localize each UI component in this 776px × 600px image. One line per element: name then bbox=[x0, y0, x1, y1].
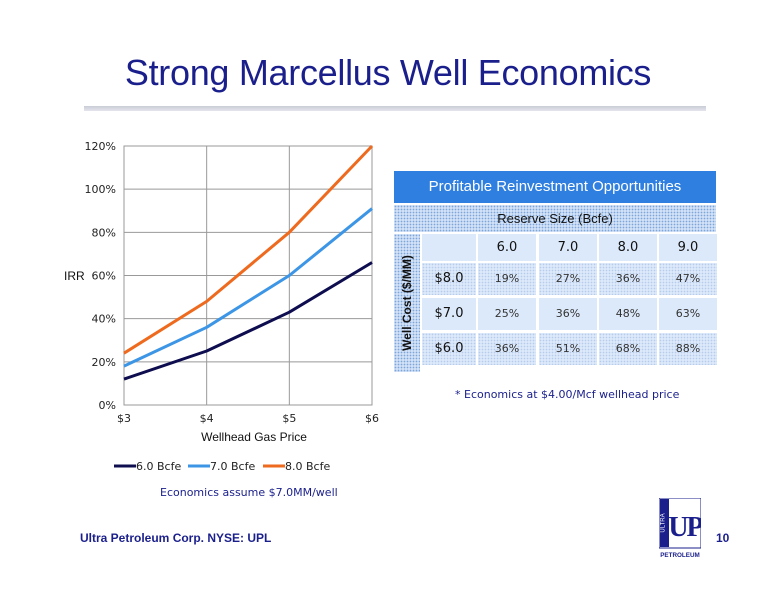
x-tick-label: $4 bbox=[200, 412, 214, 425]
table-cell: 25% bbox=[478, 298, 536, 330]
table-header: Profitable Reinvestment Opportunities bbox=[394, 171, 716, 203]
page-number: 10 bbox=[716, 531, 730, 545]
legend-label-3: 8.0 Bcfe bbox=[285, 460, 330, 473]
well-cost-label: Well Cost ($/MM) bbox=[400, 255, 414, 351]
table-cell: 88% bbox=[659, 333, 717, 365]
y-tick-label: 20% bbox=[92, 356, 116, 369]
reinvestment-table: Profitable Reinvestment Opportunities Re… bbox=[394, 171, 717, 372]
column-header-4: 9.0 bbox=[659, 234, 717, 261]
x-tick-label: $3 bbox=[117, 412, 131, 425]
logo-mark-text: UP bbox=[668, 512, 701, 543]
series-line-3 bbox=[123, 144, 374, 355]
row-header-3: $6.0 bbox=[422, 333, 476, 365]
row-header-1: $8.0 bbox=[422, 263, 476, 295]
x-tick-label: $5 bbox=[282, 412, 296, 425]
y-tick-label: 0% bbox=[99, 399, 116, 412]
y-tick-label: 100% bbox=[85, 183, 116, 196]
table-cell: 36% bbox=[478, 333, 536, 365]
table-cell: 51% bbox=[539, 333, 597, 365]
column-header-blank bbox=[422, 234, 476, 261]
table-cell: 68% bbox=[599, 333, 657, 365]
table-cell: 36% bbox=[539, 298, 597, 330]
slide-title: Strong Marcellus Well Economics bbox=[124, 52, 652, 93]
reserve-size-header: Reserve Size (Bcfe) bbox=[394, 205, 716, 232]
well-cost-side-header: Well Cost ($/MM) bbox=[394, 234, 420, 372]
x-axis-title: Wellhead Gas Price bbox=[201, 430, 307, 444]
table-cell: 63% bbox=[659, 298, 717, 330]
legend-label-2: 7.0 Bcfe bbox=[210, 460, 255, 473]
series-line-2 bbox=[123, 207, 373, 368]
logo-top-text: ULTRA bbox=[661, 513, 667, 532]
y-tick-label: 80% bbox=[92, 226, 116, 239]
y-tick-label: 40% bbox=[92, 313, 116, 326]
y-tick-label: 120% bbox=[85, 140, 116, 153]
row-header-2: $7.0 bbox=[422, 298, 476, 330]
y-tick-label: 60% bbox=[92, 270, 116, 283]
table-cell: 47% bbox=[659, 263, 717, 295]
table-cell: 48% bbox=[599, 298, 657, 330]
table-cell: 19% bbox=[478, 263, 536, 295]
x-tick-label: $6 bbox=[365, 412, 379, 425]
column-header-1: 6.0 bbox=[478, 234, 536, 261]
title-underline bbox=[84, 106, 706, 111]
column-header-3: 8.0 bbox=[599, 234, 657, 261]
column-header-2: 7.0 bbox=[539, 234, 597, 261]
table-cell: 36% bbox=[599, 263, 657, 295]
legend-label-1: 6.0 Bcfe bbox=[136, 460, 181, 473]
footer-company: Ultra Petroleum Corp. NYSE: UPL bbox=[80, 531, 272, 545]
table-footnote: * Economics at $4.00/Mcf wellhead price bbox=[455, 388, 680, 401]
table-cell: 27% bbox=[539, 263, 597, 295]
y-axis-title: IRR bbox=[64, 269, 85, 283]
ultra-petroleum-logo: ULTRA UP PETROLEUM bbox=[659, 498, 701, 559]
logo-bottom-text: PETROLEUM bbox=[660, 552, 700, 559]
series-line-1 bbox=[123, 261, 373, 381]
chart-footnote: Economics assume $7.0MM/well bbox=[160, 486, 338, 499]
